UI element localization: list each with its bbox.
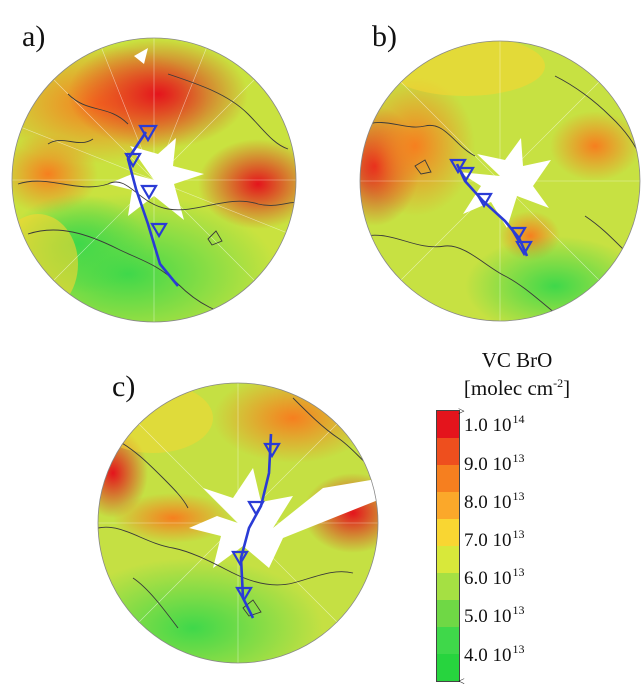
panel-label-c: c) bbox=[112, 370, 136, 403]
colorbar-tick-label: 9.0 1013 bbox=[464, 451, 525, 475]
colorbar-tick-label: 8.0 1013 bbox=[464, 489, 525, 513]
colorbar-tick-label: 4.0 1013 bbox=[464, 642, 525, 666]
colorbar-tick-label: 7.0 1013 bbox=[464, 527, 525, 551]
colorbar-over-marker: > bbox=[458, 404, 465, 418]
colorbar-tick-label: 6.0 1013 bbox=[464, 565, 525, 589]
colorbar bbox=[436, 410, 460, 682]
colorbar-tick-label: 1.0 1014 bbox=[464, 412, 525, 436]
colorbar-segment bbox=[437, 654, 459, 681]
legend-units: [molec cm-2] bbox=[463, 376, 571, 400]
colorbar-segment bbox=[437, 600, 459, 628]
colorbar-segment bbox=[437, 492, 459, 520]
panel-label-a: a) bbox=[22, 20, 46, 53]
colorbar-tick-label: 5.0 1013 bbox=[464, 603, 525, 627]
colorbar-segment bbox=[437, 627, 459, 655]
colorbar-segment bbox=[437, 411, 459, 439]
polar-map-c bbox=[97, 382, 379, 664]
legend-title: VC BrO bbox=[481, 348, 553, 372]
colorbar-segment bbox=[437, 465, 459, 493]
colorbar-segment bbox=[437, 546, 459, 574]
colorbar-segment bbox=[437, 438, 459, 466]
colorbar-segment bbox=[437, 519, 459, 547]
panel-label-b: b) bbox=[372, 20, 397, 53]
colorbar-under-marker: < bbox=[458, 674, 465, 688]
polar-map-b bbox=[359, 40, 641, 322]
colorbar-segment bbox=[437, 573, 459, 601]
polar-map-a bbox=[11, 37, 297, 323]
